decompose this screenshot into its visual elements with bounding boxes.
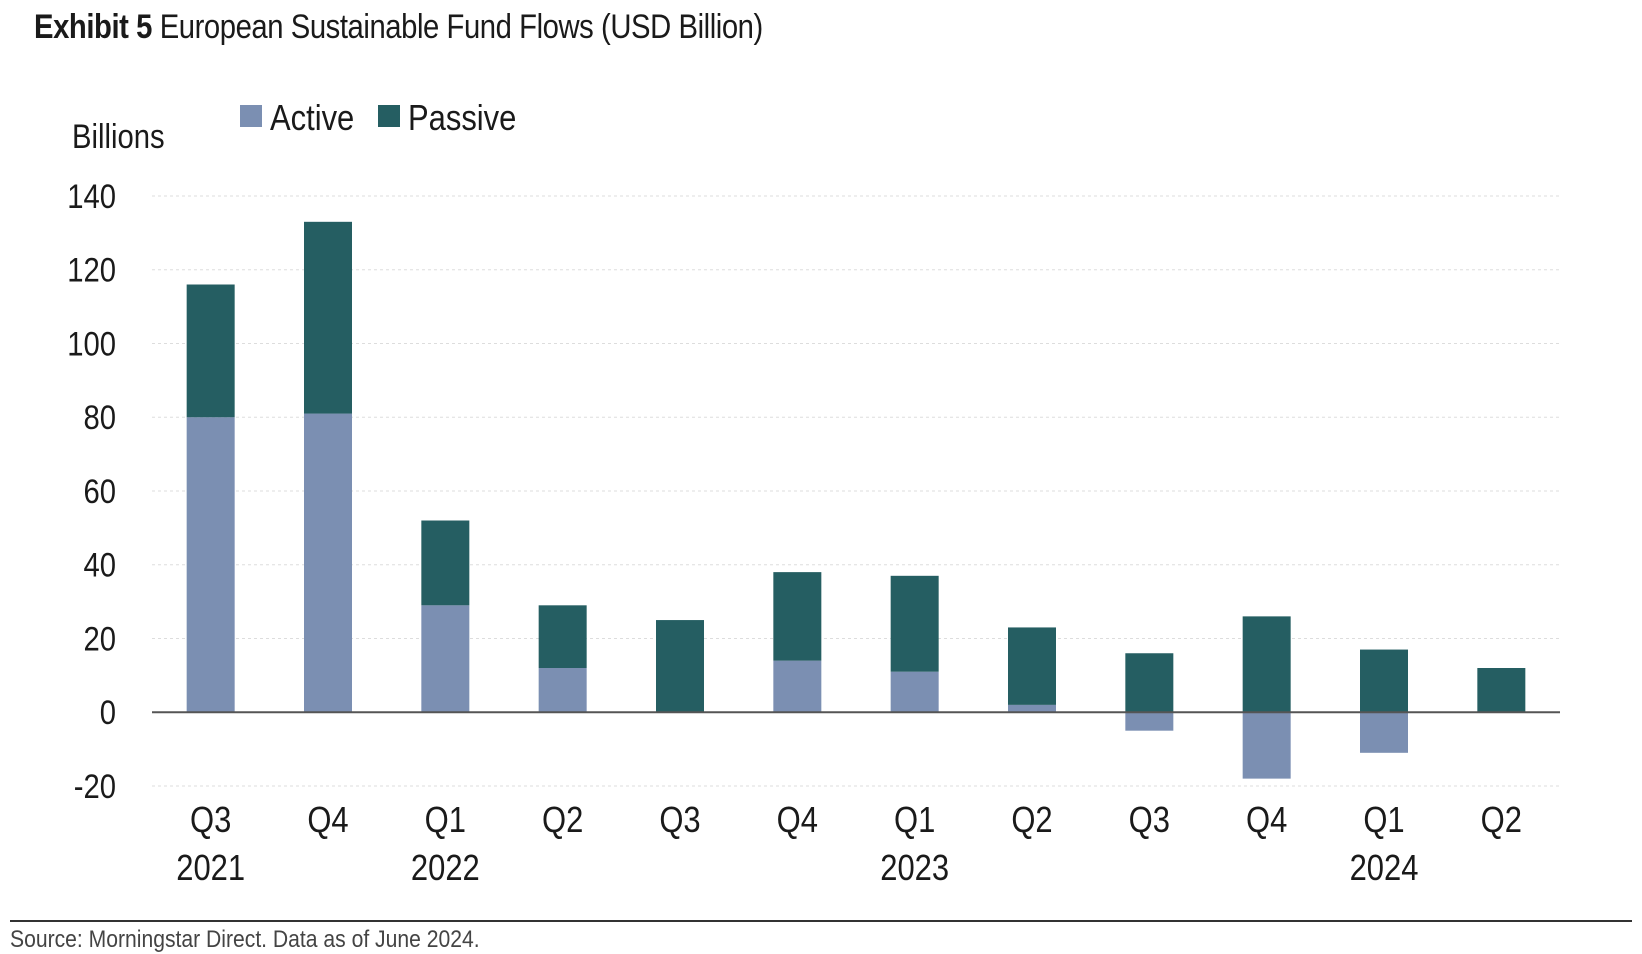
bar-active	[304, 413, 352, 713]
bar-active	[1360, 712, 1408, 753]
y-tick-label: 100	[67, 324, 116, 363]
bar-active	[538, 668, 587, 713]
x-year-label: 2021	[176, 849, 245, 889]
legend-passive-swatch	[378, 105, 400, 127]
bar-passive	[1360, 649, 1408, 713]
legend: Active Passive	[240, 99, 516, 139]
y-tick-label: 20	[83, 619, 116, 658]
x-year-label: 2024	[1350, 849, 1419, 889]
legend-passive-label: Passive	[408, 99, 516, 139]
x-tick-label: Q2	[1011, 801, 1052, 841]
x-tick-label: Q2	[1481, 801, 1522, 841]
bar-active	[186, 417, 235, 713]
legend-active-swatch	[240, 105, 262, 127]
x-tick-label: Q4	[777, 801, 818, 841]
bars-layer	[186, 221, 1526, 779]
x-tick-label: Q1	[1363, 801, 1404, 841]
x-tick-label: Q1	[425, 801, 466, 841]
x-tick-label: Q3	[1129, 801, 1170, 841]
x-tick-label: Q4	[307, 801, 348, 841]
title-text: European Sustainable Fund Flows (USD Bil…	[159, 8, 764, 46]
x-tick-label: Q1	[894, 801, 935, 841]
bar-chart: -20 0 20 40 60 80 100 120 140 Billions Q3 2021 Q4 Q1 2…	[67, 99, 1560, 889]
source-divider	[10, 920, 1632, 922]
bar-passive	[421, 520, 470, 606]
bar-passive	[186, 284, 235, 418]
x-tick-label: Q2	[542, 801, 583, 841]
y-axis-label: Billions	[72, 117, 165, 156]
x-year-label: 2023	[880, 849, 949, 889]
y-tick-label: -20	[74, 767, 116, 806]
exhibit-label: Exhibit 5	[34, 8, 152, 46]
y-tick-label: 80	[83, 398, 116, 437]
bar-active	[773, 660, 822, 713]
bar-passive	[890, 575, 939, 672]
source-note: Source: Morningstar Direct. Data as of J…	[10, 926, 480, 953]
x-tick-label: Q4	[1246, 801, 1287, 841]
bar-passive	[1008, 627, 1056, 705]
x-year-label: 2022	[411, 849, 480, 889]
legend-active-label: Active	[270, 99, 354, 139]
bar-active	[421, 605, 470, 713]
bar-passive	[538, 605, 587, 668]
chart-title: Exhibit 5 European Sustainable Fund Flow…	[34, 8, 763, 47]
bar-passive	[1477, 668, 1526, 713]
y-tick-label: 60	[83, 472, 116, 511]
axis-layer: -20 0 20 40 60 80 100 120 140 Billions Q3 2021 Q4 Q1 2…	[67, 117, 1560, 889]
bar-passive	[304, 221, 352, 414]
bar-passive	[773, 572, 822, 661]
x-tick-label: Q3	[659, 801, 700, 841]
bar-active	[890, 671, 939, 713]
bar-active	[1125, 712, 1174, 731]
bar-passive	[1125, 653, 1174, 713]
bar-active	[1008, 704, 1056, 713]
y-tick-label: 140	[67, 177, 116, 216]
x-tick-label: Q3	[190, 801, 231, 841]
grid-layer	[152, 195, 1560, 787]
bar-active	[1242, 712, 1291, 779]
y-tick-label: 0	[100, 693, 116, 732]
y-tick-label: 40	[83, 546, 116, 585]
bar-passive	[656, 620, 704, 713]
bar-passive	[1242, 616, 1291, 713]
y-tick-label: 120	[67, 251, 116, 290]
